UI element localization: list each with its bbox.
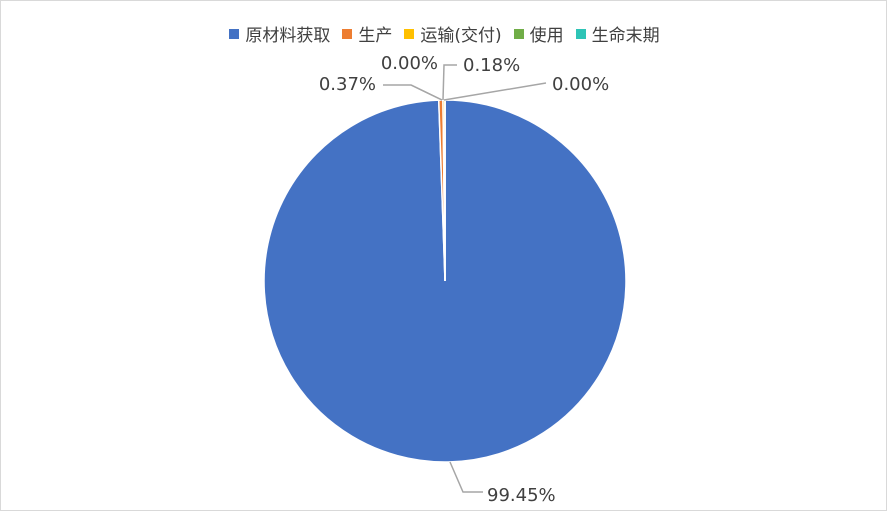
legend-label: 生命末期 xyxy=(591,26,660,46)
leader-line xyxy=(442,64,457,101)
legend-label: 原材料获取 xyxy=(245,26,331,46)
leader-line xyxy=(449,461,483,493)
legend-label: 生产 xyxy=(358,26,393,46)
legend-swatch xyxy=(513,28,524,39)
leader-line xyxy=(383,84,443,101)
data-label: 0.37% xyxy=(319,74,376,95)
legend-item: 原材料获取 xyxy=(229,21,330,46)
data-label: 0.00% xyxy=(381,53,438,74)
legend-swatch xyxy=(404,28,415,39)
leader-line xyxy=(443,82,547,101)
legend-item: 运输(交付) xyxy=(404,21,502,46)
data-label: 99.45% xyxy=(487,485,556,506)
legend-item: 使用 xyxy=(513,21,564,46)
legend-label: 使用 xyxy=(529,26,564,46)
legend-item: 生命末期 xyxy=(575,21,660,46)
legend: 原材料获取 生产 运输(交付) 使用 生命末期 xyxy=(1,21,886,46)
data-label: 0.18% xyxy=(463,55,520,76)
legend-item: 生产 xyxy=(342,21,392,46)
legend-swatch xyxy=(342,28,353,39)
legend-swatch xyxy=(575,28,586,39)
legend-swatch xyxy=(229,28,240,39)
legend-label: 运输(交付) xyxy=(420,26,502,46)
data-label: 0.00% xyxy=(552,74,609,95)
leader-line xyxy=(410,84,443,101)
